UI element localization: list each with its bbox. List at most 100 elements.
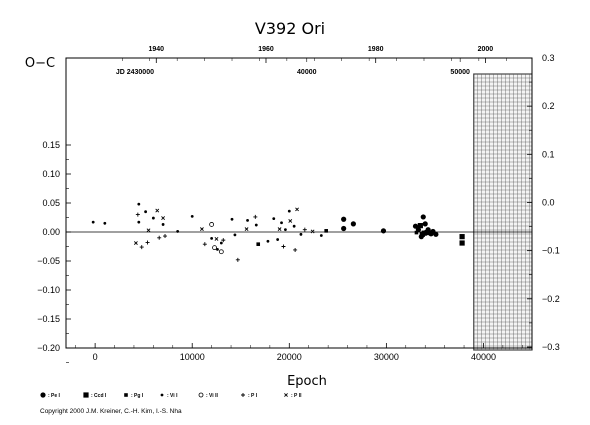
point-vi-i — [216, 248, 219, 251]
legend-label: : Ccd I — [91, 393, 107, 399]
point-vi-i — [137, 202, 141, 206]
point-vi-i — [91, 220, 95, 224]
year-tick-label: 1980 — [368, 46, 384, 53]
y2-tick-label: 0.0 — [542, 198, 555, 208]
y2-tick-label: −0.1 — [542, 246, 560, 256]
point-vi-i — [299, 232, 303, 236]
point-p-ii — [161, 216, 166, 220]
point-p-ii — [288, 219, 293, 223]
point-vi-i — [292, 224, 296, 228]
point-vi-ii — [209, 222, 215, 227]
legend-marker — [124, 393, 128, 397]
y-tick-label: −0.05 — [37, 256, 60, 266]
point-p-i — [135, 212, 140, 217]
y-tick-label: −0.10 — [37, 285, 60, 295]
point-vi-ii — [218, 249, 224, 255]
point-p-ii — [214, 237, 219, 241]
point-vi-i — [319, 234, 323, 237]
point-vi-i — [284, 228, 287, 232]
point-pe-i — [341, 225, 347, 232]
point-pg-i — [256, 242, 261, 246]
point-p-ii — [155, 208, 160, 213]
point-p-ii — [146, 228, 151, 233]
y2-tick-label: −0.3 — [542, 342, 560, 352]
legend-label: : Vi I — [167, 393, 178, 399]
point-pe-i — [341, 216, 347, 222]
legend-label: : P II — [291, 393, 302, 399]
point-vi-i — [210, 236, 214, 240]
plot-frame — [65, 57, 533, 349]
point-p-i — [163, 234, 168, 239]
point-pg-i — [414, 230, 419, 235]
x-tick-label: 0 — [93, 352, 98, 362]
copyright-note: Copyright 2000 J.M. Kreiner, C.-H. Kim, … — [40, 408, 182, 415]
year-tick-label: 1940 — [148, 46, 164, 53]
point-ccd-i — [459, 234, 465, 240]
point-ccd-i — [459, 240, 465, 246]
point-p-i — [145, 240, 150, 245]
point-vi-i — [219, 241, 223, 245]
y-tick-label: −0.20 — [37, 343, 60, 353]
point-vi-i — [144, 210, 148, 214]
point-p-i — [253, 214, 258, 219]
jd-tick-label: 50000 — [450, 69, 470, 76]
point-p-i — [157, 235, 162, 240]
y-axis-label: O−C — [25, 56, 55, 71]
point-vi-i — [190, 214, 194, 218]
point-p-ii — [244, 227, 249, 232]
point-vi-i — [103, 221, 107, 225]
legend-label: : P I — [248, 393, 258, 399]
plot-area: −0.20−0.15−0.10−0.050.000.050.100.15−0.3… — [37, 46, 560, 363]
point-pe-i — [422, 221, 428, 227]
x-tick-label: 10000 — [180, 352, 205, 362]
point-vi-i — [246, 219, 249, 222]
point-p-i — [221, 238, 226, 243]
point-pe-i — [380, 228, 387, 234]
point-p-i — [235, 257, 240, 262]
x-tick-label: 40000 — [471, 352, 496, 362]
y-tick-label: 0.10 — [42, 169, 60, 179]
point-vi-i — [272, 217, 276, 221]
point-vi-i — [280, 221, 283, 225]
point-p-ii — [310, 229, 315, 234]
point-ccd-i — [424, 229, 430, 236]
point-vi-i — [254, 223, 258, 227]
point-p-i — [139, 245, 144, 250]
point-p-ii — [295, 207, 299, 212]
jd-axis-prefix: JD 2430000 — [116, 69, 154, 76]
legend-label: : Pg I — [131, 393, 144, 399]
point-vi-i — [137, 220, 141, 224]
point-vi-i — [161, 223, 165, 226]
point-vi-i — [266, 239, 270, 243]
point-vi-i — [233, 233, 237, 237]
point-pe-i — [433, 231, 439, 237]
year-tick-label: 1960 — [258, 46, 274, 53]
y-tick-label: 0.05 — [42, 198, 60, 208]
point-vi-i — [276, 238, 280, 241]
legend-marker — [160, 393, 164, 397]
point-vi-ii — [212, 245, 217, 251]
legend-label: : Vi II — [206, 393, 218, 399]
point-pe-i — [420, 214, 426, 220]
point-p-i — [293, 247, 298, 252]
legend-marker — [284, 393, 288, 397]
point-pg-i — [324, 229, 328, 233]
point-p-ii — [133, 241, 138, 245]
y2-tick-label: 0.2 — [542, 101, 555, 111]
point-vi-i — [176, 230, 180, 233]
year-tick-label: 2000 — [478, 46, 494, 53]
point-ccd-i — [417, 223, 423, 229]
point-p-ii — [277, 227, 282, 232]
y-tick-label: 0.15 — [42, 140, 60, 150]
legend-marker — [198, 392, 204, 398]
point-p-i — [302, 227, 307, 232]
forecast-region — [473, 73, 533, 351]
y2-tick-label: 0.1 — [542, 149, 555, 159]
chart-title: V392 Ori — [255, 19, 325, 38]
x-tick-label: 30000 — [374, 352, 399, 362]
x-tick-label: 20000 — [277, 352, 302, 362]
point-p-i — [281, 244, 286, 249]
point-pe-i — [412, 223, 419, 229]
y2-tick-label: 0.3 — [542, 53, 555, 63]
